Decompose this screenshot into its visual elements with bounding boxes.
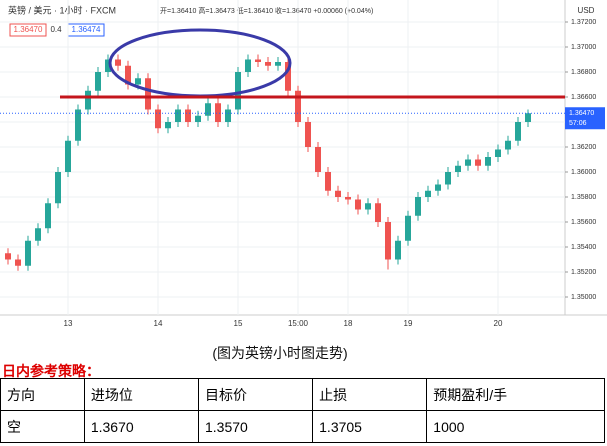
candle-body (155, 109, 161, 129)
y-tick-label: 1.36600 (571, 94, 596, 101)
x-tick-label: 13 (64, 319, 73, 328)
candle-body (35, 228, 41, 241)
cell: 1.3705 (312, 410, 428, 443)
candle-body (145, 78, 151, 110)
candle-body (325, 172, 331, 191)
candle-body (385, 222, 391, 260)
y-tick-label: 1.37000 (571, 44, 596, 51)
badge: 1.36474 (72, 25, 101, 34)
candle-body (125, 65, 131, 85)
header-cell: 止损 (312, 378, 428, 411)
strategy-table: 方向 进场位 目标价 止损 预期盈利/手 空 1.3670 1.3570 1.3… (0, 378, 605, 443)
candle-body (345, 197, 351, 200)
candle-body (45, 203, 51, 229)
candle-body (475, 159, 481, 166)
candle-body (5, 253, 11, 260)
currency: USD (578, 6, 595, 15)
strategy-title: 日内参考策略： (2, 363, 100, 379)
candle-body (315, 147, 321, 172)
y-tick-label: 1.35200 (571, 269, 596, 276)
x-tick-label: 19 (404, 319, 413, 328)
candle-body (445, 172, 451, 185)
cell: 1.3670 (83, 410, 199, 443)
candle-body (105, 59, 111, 72)
cell: 空 (0, 410, 85, 443)
candle-body (135, 78, 141, 85)
candle-body (285, 62, 291, 91)
chart: 英镑 / 美元 · 1小时 · FXCM 开=1.36410 高=1.36473… (0, 0, 607, 335)
x-tick-label: 14 (154, 319, 163, 328)
candle-body (395, 240, 401, 260)
candle-body (265, 62, 271, 66)
x-tick-label: 18 (344, 319, 353, 328)
caption: (图为英镑小时图走势) (212, 345, 348, 361)
candle-body (365, 203, 371, 210)
candle-body (425, 190, 431, 197)
table-row: 空 1.3670 1.3570 1.3705 1000 (0, 410, 605, 443)
candle-body (515, 122, 521, 141)
candle-body (55, 172, 61, 204)
candle-body (165, 122, 171, 129)
candle-body (525, 113, 531, 122)
candle-body (215, 103, 221, 122)
candle-body (15, 259, 21, 266)
last-price-box (565, 107, 605, 130)
y-tick-label: 1.36000 (571, 169, 596, 176)
candle-body (295, 90, 301, 122)
candle-body (405, 215, 411, 241)
y-tick-label: 1.35000 (571, 294, 596, 301)
header-cell: 方向 (0, 378, 85, 411)
candle-body (505, 140, 511, 150)
y-tick-label: 1.35600 (571, 219, 596, 226)
candle-body (495, 149, 501, 157)
x-tick-label: 15 (234, 319, 243, 328)
y-tick-label: 1.36800 (571, 69, 596, 76)
candle-body (115, 59, 121, 66)
candle-body (65, 140, 71, 172)
y-tick-label: 1.37200 (571, 19, 596, 26)
countdown: 57:06 (569, 120, 587, 127)
candle-body (205, 103, 211, 116)
candle-body (305, 122, 311, 147)
candle-body (245, 59, 251, 72)
candle-body (275, 62, 281, 66)
candle-body (185, 109, 191, 122)
candle-body (375, 203, 381, 222)
candle-body (435, 184, 441, 191)
y-tick-label: 1.35400 (571, 244, 596, 251)
ohlc-text: 开=1.36410 高=1.36473 低=1.36410 收=1.36470 … (160, 6, 373, 15)
chart-bg (0, 0, 607, 335)
header-cell: 进场位 (83, 378, 199, 411)
candle-body (415, 197, 421, 216)
candle-body (175, 109, 181, 122)
candle-body (455, 165, 461, 172)
candle-body (225, 109, 231, 122)
x-tick-label: 15:00 (288, 319, 309, 328)
candle-body (25, 240, 31, 266)
candle-body (235, 72, 241, 110)
candle-body (335, 190, 341, 197)
candle-body (195, 115, 201, 122)
y-tick-label: 1.35800 (571, 194, 596, 201)
candle-body (465, 159, 471, 166)
cell: 1000 (426, 410, 605, 443)
x-tick-label: 20 (494, 319, 503, 328)
y-tick-label: 1.36200 (571, 144, 596, 151)
badge-box (9, 23, 47, 37)
badge: 1.36470 (14, 25, 43, 34)
table-header: 方向 进场位 目标价 止损 预期盈利/手 (0, 378, 605, 411)
badge: 0.4 (50, 25, 62, 34)
candle-body (95, 72, 101, 91)
candle-body (85, 90, 91, 110)
cell: 1.3570 (197, 410, 314, 443)
header-cell: 预期盈利/手 (426, 378, 605, 411)
candle-body (355, 199, 361, 210)
candle-body (255, 59, 261, 62)
last-price-label: 1.36470 (569, 110, 594, 117)
symbol: 英镑 / 美元 · 1小时 · FXCM (8, 4, 116, 15)
candle-body (75, 109, 81, 141)
header-cell: 目标价 (197, 378, 314, 411)
candle-body (485, 157, 491, 166)
